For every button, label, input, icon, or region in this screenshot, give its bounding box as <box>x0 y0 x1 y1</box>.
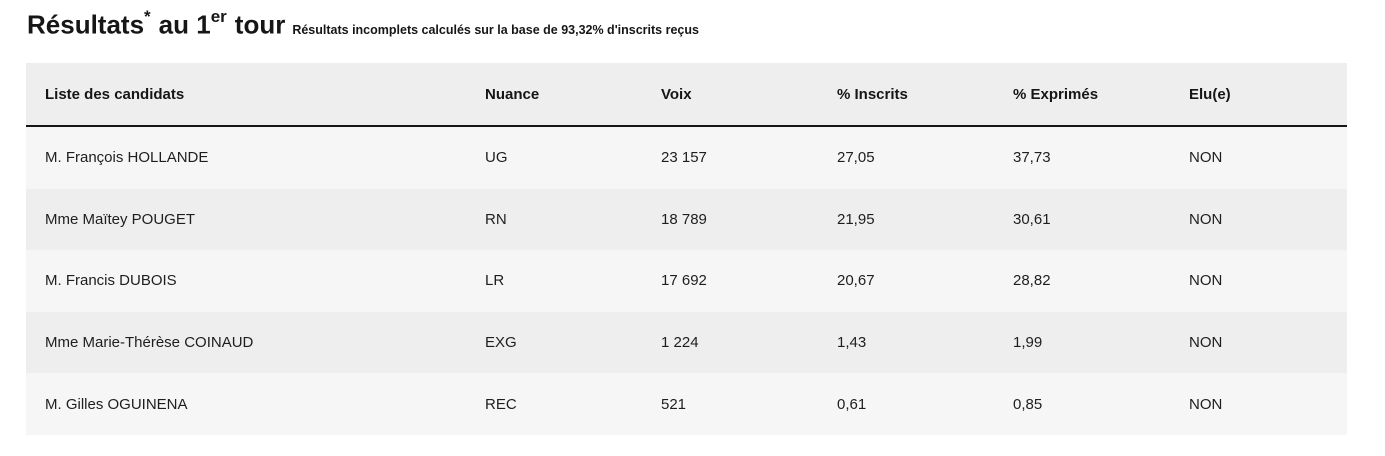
candidate-elu: NON <box>1170 126 1347 189</box>
candidate-nuance: UG <box>466 126 642 189</box>
results-table: Liste des candidats Nuance Voix % Inscri… <box>26 63 1347 435</box>
candidate-name: M. Gilles OGUINENA <box>26 373 466 435</box>
candidate-inscrits: 20,67 <box>818 250 994 312</box>
candidate-inscrits: 0,61 <box>818 373 994 435</box>
candidate-name: Mme Maïtey POUGET <box>26 188 466 251</box>
candidate-nuance: REC <box>466 373 642 435</box>
candidate-exprimes: 37,73 <box>994 126 1170 189</box>
title-main: Résultats <box>27 9 145 40</box>
candidate-inscrits: 21,95 <box>818 188 994 251</box>
table-row: M. Gilles OGUINENA REC 521 0,61 0,85 NON <box>26 373 1347 435</box>
candidate-elu: NON <box>1170 311 1347 374</box>
table-row: Mme Marie-Thérèse COINAUD EXG 1 224 1,43… <box>26 311 1347 374</box>
candidate-nuance: LR <box>466 250 642 312</box>
title-middle: au 1 <box>158 9 211 40</box>
header-elu: Elu(e) <box>1170 63 1347 127</box>
candidate-elu: NON <box>1170 188 1347 251</box>
candidate-nuance: EXG <box>466 311 642 374</box>
header-nuance: Nuance <box>466 63 642 127</box>
candidate-nuance: RN <box>466 188 642 251</box>
candidate-voix: 17 692 <box>642 250 818 312</box>
candidate-exprimes: 30,61 <box>994 188 1170 251</box>
title-superscript: er <box>210 7 227 26</box>
title-asterisk: * <box>144 7 151 26</box>
candidate-voix: 1 224 <box>642 311 818 374</box>
candidate-exprimes: 28,82 <box>994 250 1170 312</box>
candidate-name: M. François HOLLANDE <box>26 126 466 189</box>
candidate-inscrits: 27,05 <box>818 126 994 189</box>
header-inscrits: % Inscrits <box>818 63 994 127</box>
table-body: M. François HOLLANDE UG 23 157 27,05 37,… <box>26 126 1347 435</box>
candidate-inscrits: 1,43 <box>818 311 994 374</box>
header-row: Liste des candidats Nuance Voix % Inscri… <box>26 63 1347 127</box>
candidate-exprimes: 1,99 <box>994 311 1170 374</box>
candidate-voix: 23 157 <box>642 126 818 189</box>
candidate-name: Mme Marie-Thérèse COINAUD <box>26 311 466 374</box>
header-exprimes: % Exprimés <box>994 63 1170 127</box>
candidate-name: M. Francis DUBOIS <box>26 250 466 312</box>
table-header: Liste des candidats Nuance Voix % Inscri… <box>26 63 1347 127</box>
table-row: M. Francis DUBOIS LR 17 692 20,67 28,82 … <box>26 250 1347 312</box>
candidate-exprimes: 0,85 <box>994 373 1170 435</box>
header-candidates: Liste des candidats <box>26 63 466 127</box>
header-voix: Voix <box>642 63 818 127</box>
candidate-elu: NON <box>1170 250 1347 312</box>
candidate-elu: NON <box>1170 373 1347 435</box>
title-end: tour <box>234 9 286 40</box>
candidate-voix: 521 <box>642 373 818 435</box>
candidate-voix: 18 789 <box>642 188 818 251</box>
table-row: Mme Maïtey POUGET RN 18 789 21,95 30,61 … <box>26 188 1347 251</box>
table-row: M. François HOLLANDE UG 23 157 27,05 37,… <box>26 126 1347 189</box>
page-title: Résultats* au 1er tour <box>27 7 286 41</box>
page-subtitle: Résultats incomplets calculés sur la bas… <box>292 22 699 37</box>
title-row: Résultats* au 1er tour Résultats incomplet… <box>27 7 699 41</box>
